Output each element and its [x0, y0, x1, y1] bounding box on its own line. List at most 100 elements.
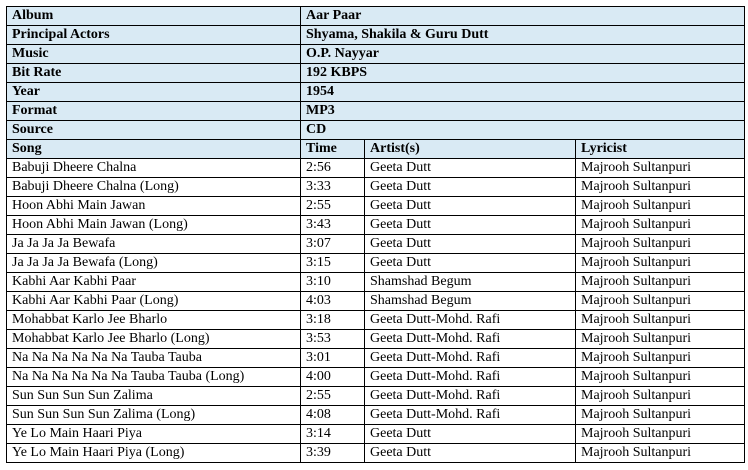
info-row-bit-rate: Bit Rate 192 KBPS [6, 63, 746, 83]
song-artists: Shamshad Begum [364, 272, 576, 292]
song-row: Babuji Dheere Chalna (Long) 3:33 Geeta Dut… [6, 177, 746, 197]
song-lyricist: Majrooh Sultanpuri [574, 253, 746, 273]
song-time: 3:39 [300, 443, 365, 463]
info-value: 1954 [299, 82, 746, 102]
info-row-principal-actors: Principal Actors Shyama, Shakila & Guru … [6, 25, 746, 45]
info-value: MP3 [299, 101, 746, 121]
song-title: Ja Ja Ja Ja Bewafa [6, 234, 301, 254]
song-artists: Shamshad Begum [364, 291, 576, 311]
song-artists: Geeta Dutt [364, 177, 576, 197]
song-artists: Geeta Dutt-Mohd. Rafi [364, 405, 576, 425]
song-time: 4:03 [300, 291, 365, 311]
song-lyricist: Majrooh Sultanpuri [574, 443, 746, 463]
song-artists: Geeta Dutt [364, 234, 576, 254]
song-lyricist: Majrooh Sultanpuri [574, 158, 746, 178]
song-row: Ja Ja Ja Ja Bewafa 3:07 Geeta Dutt Majrooh … [6, 234, 746, 254]
song-title: Sun Sun Sun Sun Zalima [6, 386, 301, 406]
album-table-body: Album Aar Paar Principal Actors Shyama, … [6, 6, 746, 463]
song-row: Hoon Abhi Main Jawan 2:55 Geeta Dutt Majroo… [6, 196, 746, 216]
song-title: Na Na Na Na Na Na Tauba Tauba (Long) [6, 367, 301, 387]
song-artists: Geeta Dutt [364, 443, 576, 463]
info-row-source: Source CD [6, 120, 746, 140]
song-artists: Geeta Dutt-Mohd. Rafi [364, 386, 576, 406]
info-label: Music [6, 44, 301, 64]
song-lyricist: Majrooh Sultanpuri [574, 272, 746, 292]
song-artists: Geeta Dutt [364, 253, 576, 273]
info-value: O.P. Nayyar [299, 44, 746, 64]
song-time: 3:07 [300, 234, 365, 254]
song-time: 4:00 [300, 367, 365, 387]
song-row: Kabhi Aar Kabhi Paar (Long) 4:03 Shamshad … [6, 291, 746, 311]
song-title: Na Na Na Na Na Na Tauba Tauba [6, 348, 301, 368]
column-header-time: Time [300, 139, 365, 159]
column-header-artists: Artist(s) [364, 139, 576, 159]
info-label: Year [6, 82, 301, 102]
song-row: Na Na Na Na Na Na Tauba Tauba (Long) 4:00… [6, 367, 746, 387]
song-time: 3:14 [300, 424, 365, 444]
song-title: Hoon Abhi Main Jawan [6, 196, 301, 216]
song-table-header: Song Time Artist(s) Lyricist [6, 139, 746, 159]
song-lyricist: Majrooh Sultanpuri [574, 386, 746, 406]
song-title: Ye Lo Main Haari Piya (Long) [6, 443, 301, 463]
song-lyricist: Majrooh Sultanpuri [574, 177, 746, 197]
info-row-year: Year 1954 [6, 82, 746, 102]
song-title: Babuji Dheere Chalna (Long) [6, 177, 301, 197]
song-title: Hoon Abhi Main Jawan (Long) [6, 215, 301, 235]
song-time: 2:55 [300, 386, 365, 406]
song-row: Sun Sun Sun Sun Zalima (Long) 4:08 Geeta D… [6, 405, 746, 425]
song-time: 3:15 [300, 253, 365, 273]
column-header-song: Song [6, 139, 301, 159]
info-value: Shyama, Shakila & Guru Dutt [299, 25, 746, 45]
song-time: 3:10 [300, 272, 365, 292]
song-title: Babuji Dheere Chalna [6, 158, 301, 178]
song-title: Kabhi Aar Kabhi Paar (Long) [6, 291, 301, 311]
song-lyricist: Majrooh Sultanpuri [574, 367, 746, 387]
song-time: 4:08 [300, 405, 365, 425]
song-time: 3:33 [300, 177, 365, 197]
song-artists: Geeta Dutt [364, 196, 576, 216]
info-label: Principal Actors [6, 25, 301, 45]
song-row: Na Na Na Na Na Na Tauba Tauba 3:01 Geeta D… [6, 348, 746, 368]
song-title: Kabhi Aar Kabhi Paar [6, 272, 301, 292]
song-row: Sun Sun Sun Sun Zalima 2:55 Geeta Dutt-Moh… [6, 386, 746, 406]
song-title: Sun Sun Sun Sun Zalima (Long) [6, 405, 301, 425]
column-header-lyricist: Lyricist [574, 139, 746, 159]
song-time: 2:56 [300, 158, 365, 178]
song-lyricist: Majrooh Sultanpuri [574, 405, 746, 425]
info-label: Source [6, 120, 301, 140]
song-lyricist: Majrooh Sultanpuri [574, 329, 746, 349]
song-artists: Geeta Dutt-Mohd. Rafi [364, 329, 576, 349]
info-row-music: Music O.P. Nayyar [6, 44, 746, 64]
song-row: Kabhi Aar Kabhi Paar 3:10 Shamshad Begum Ma… [6, 272, 746, 292]
song-row: Mohabbat Karlo Jee Bharlo 3:18 Geeta Dutt-… [6, 310, 746, 330]
info-value: CD [299, 120, 746, 140]
song-lyricist: Majrooh Sultanpuri [574, 424, 746, 444]
song-artists: Geeta Dutt [364, 424, 576, 444]
song-title: Mohabbat Karlo Jee Bharlo [6, 310, 301, 330]
song-row: Hoon Abhi Main Jawan (Long) 3:43 Geeta Dut… [6, 215, 746, 235]
info-value: 192 KBPS [299, 63, 746, 83]
album-table: Album Aar Paar Principal Actors Shyama, … [6, 6, 746, 463]
song-time: 3:01 [300, 348, 365, 368]
song-row: Ja Ja Ja Ja Bewafa (Long) 3:15 Geeta Dutt M… [6, 253, 746, 273]
song-artists: Geeta Dutt [364, 158, 576, 178]
song-time: 2:55 [300, 196, 365, 216]
song-row: Babuji Dheere Chalna 2:56 Geeta Dutt Majroo… [6, 158, 746, 178]
info-row-format: Format MP3 [6, 101, 746, 121]
song-artists: Geeta Dutt-Mohd. Rafi [364, 348, 576, 368]
info-label: Bit Rate [6, 63, 301, 83]
song-artists: Geeta Dutt-Mohd. Rafi [364, 367, 576, 387]
song-lyricist: Majrooh Sultanpuri [574, 291, 746, 311]
info-label: Format [6, 101, 301, 121]
song-lyricist: Majrooh Sultanpuri [574, 348, 746, 368]
song-row: Ye Lo Main Haari Piya (Long) 3:39 Geeta Du… [6, 443, 746, 463]
song-time: 3:53 [300, 329, 365, 349]
info-label: Album [6, 6, 301, 26]
song-lyricist: Majrooh Sultanpuri [574, 196, 746, 216]
song-title: Ja Ja Ja Ja Bewafa (Long) [6, 253, 301, 273]
song-artists: Geeta Dutt [364, 215, 576, 235]
song-artists: Geeta Dutt-Mohd. Rafi [364, 310, 576, 330]
song-time: 3:18 [300, 310, 365, 330]
song-row: Mohabbat Karlo Jee Bharlo (Long) 3:53 Geet… [6, 329, 746, 349]
song-lyricist: Majrooh Sultanpuri [574, 234, 746, 254]
